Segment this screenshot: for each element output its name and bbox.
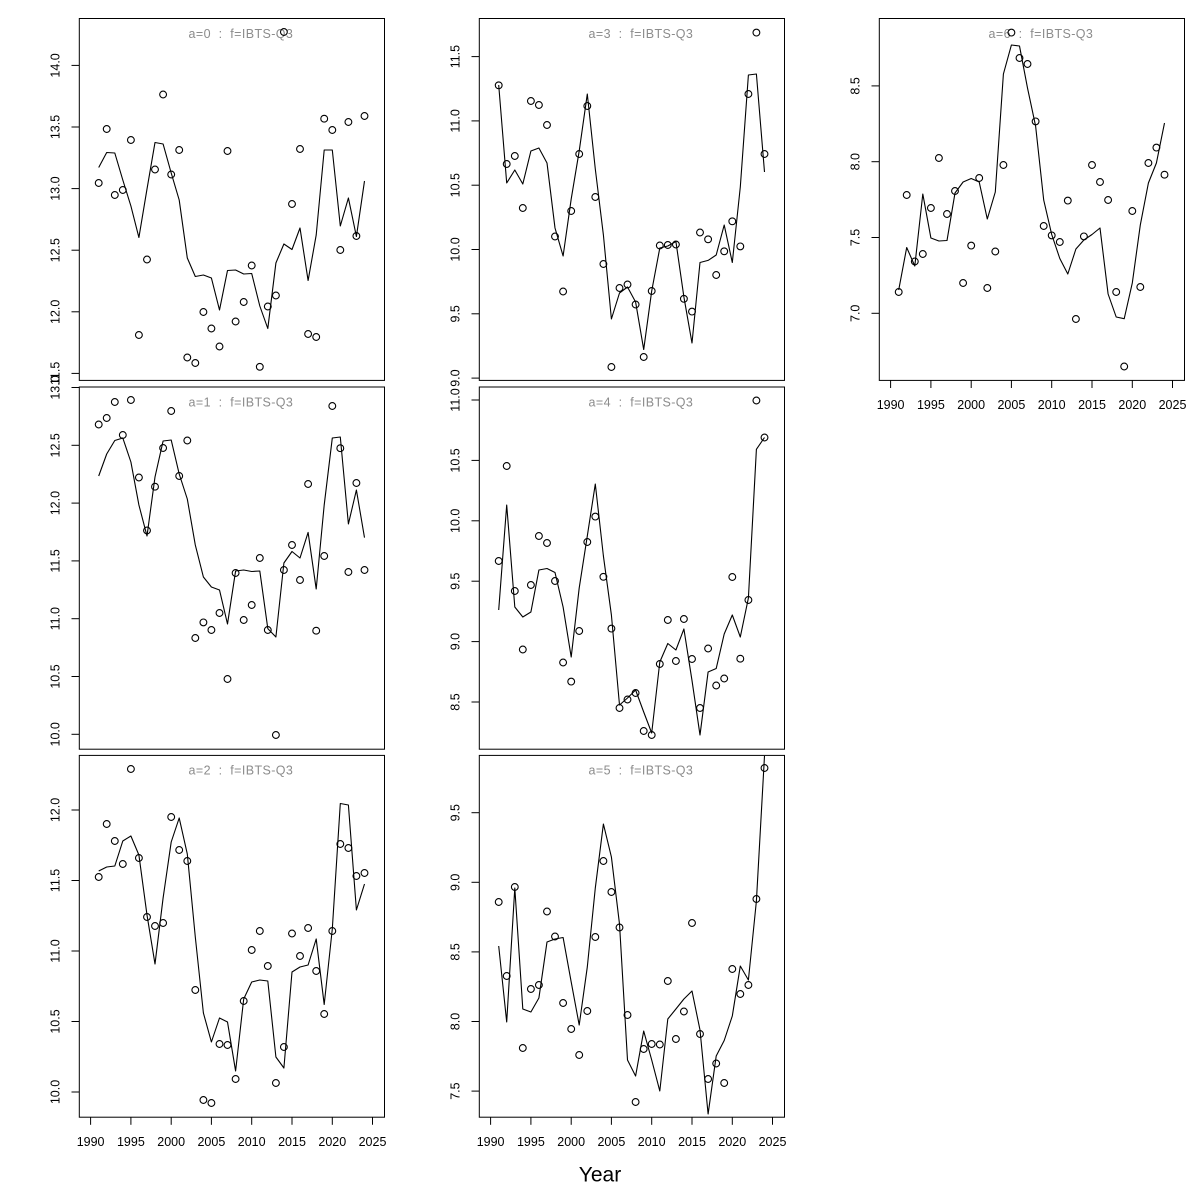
svg-text:10.5: 10.5 <box>49 1009 63 1033</box>
svg-text:10.5: 10.5 <box>449 448 463 472</box>
svg-text:8.0: 8.0 <box>449 1013 463 1030</box>
svg-text:13.0: 13.0 <box>49 176 63 200</box>
svg-text:2010: 2010 <box>238 1135 266 1149</box>
svg-text:1990: 1990 <box>477 1135 505 1149</box>
svg-text:10.0: 10.0 <box>449 237 463 261</box>
svg-text:10.5: 10.5 <box>49 664 63 688</box>
svg-text:12.0: 12.0 <box>49 491 63 515</box>
svg-text:13.0: 13.0 <box>49 375 63 399</box>
svg-text:12.0: 12.0 <box>49 300 63 324</box>
svg-text:7.5: 7.5 <box>849 229 863 246</box>
svg-text:11.5: 11.5 <box>49 549 63 572</box>
svg-text:9.0: 9.0 <box>449 369 463 386</box>
svg-text:8.5: 8.5 <box>849 77 863 94</box>
svg-text:2015: 2015 <box>278 1135 306 1149</box>
svg-text:1995: 1995 <box>117 1135 145 1149</box>
svg-text:11.0: 11.0 <box>49 607 63 630</box>
svg-text:2000: 2000 <box>157 1135 185 1149</box>
svg-text:2025: 2025 <box>1159 398 1187 412</box>
svg-text:9.5: 9.5 <box>449 572 463 589</box>
svg-text:12.5: 12.5 <box>49 238 63 262</box>
svg-text:2020: 2020 <box>318 1135 346 1149</box>
svg-text:a=2 : f=IBTS-Q3: a=2 : f=IBTS-Q3 <box>189 764 294 778</box>
svg-text:12.5: 12.5 <box>49 433 63 457</box>
svg-text:8.0: 8.0 <box>849 153 863 170</box>
svg-text:7.5: 7.5 <box>449 1082 463 1099</box>
svg-text:1990: 1990 <box>77 1135 105 1149</box>
svg-text:a=1 : f=IBTS-Q3: a=1 : f=IBTS-Q3 <box>189 395 294 409</box>
svg-text:Year: Year <box>579 1163 621 1186</box>
svg-text:2010: 2010 <box>638 1135 666 1149</box>
svg-text:7.0: 7.0 <box>849 305 863 322</box>
svg-text:a=6 : f=IBTS-Q3: a=6 : f=IBTS-Q3 <box>989 27 1094 41</box>
svg-text:2025: 2025 <box>359 1135 387 1149</box>
svg-text:2020: 2020 <box>718 1135 746 1149</box>
svg-text:11.5: 11.5 <box>49 362 63 385</box>
svg-text:2000: 2000 <box>957 398 985 412</box>
svg-text:9.0: 9.0 <box>449 633 463 650</box>
svg-text:11.5: 11.5 <box>49 869 63 892</box>
svg-text:9.5: 9.5 <box>449 305 463 322</box>
svg-text:11.0: 11.0 <box>449 109 463 132</box>
svg-text:13.5: 13.5 <box>49 115 63 139</box>
svg-text:8.5: 8.5 <box>449 693 463 710</box>
svg-text:2015: 2015 <box>1078 398 1106 412</box>
svg-text:12.0: 12.0 <box>49 798 63 822</box>
svg-text:2005: 2005 <box>197 1135 225 1149</box>
svg-text:2020: 2020 <box>1118 398 1146 412</box>
svg-text:2025: 2025 <box>759 1135 787 1149</box>
svg-text:2005: 2005 <box>997 398 1025 412</box>
svg-text:a=3 : f=IBTS-Q3: a=3 : f=IBTS-Q3 <box>589 27 694 41</box>
svg-text:a=5 : f=IBTS-Q3: a=5 : f=IBTS-Q3 <box>589 764 694 778</box>
svg-text:10.5: 10.5 <box>449 173 463 197</box>
svg-text:10.0: 10.0 <box>449 509 463 533</box>
svg-text:8.5: 8.5 <box>449 943 463 960</box>
svg-text:10.0: 10.0 <box>49 1080 63 1104</box>
svg-text:2005: 2005 <box>597 1135 625 1149</box>
svg-text:1995: 1995 <box>917 398 945 412</box>
svg-text:11.0: 11.0 <box>49 939 63 962</box>
svg-text:2015: 2015 <box>678 1135 706 1149</box>
svg-text:11.0: 11.0 <box>449 388 463 411</box>
svg-text:2010: 2010 <box>1038 398 1066 412</box>
svg-text:10.0: 10.0 <box>49 722 63 746</box>
svg-text:2000: 2000 <box>557 1135 585 1149</box>
svg-text:9.0: 9.0 <box>449 874 463 891</box>
svg-text:1990: 1990 <box>877 398 905 412</box>
svg-text:a=4 : f=IBTS-Q3: a=4 : f=IBTS-Q3 <box>589 395 694 409</box>
svg-text:a=0 : f=IBTS-Q3: a=0 : f=IBTS-Q3 <box>189 27 294 41</box>
svg-text:11.5: 11.5 <box>449 45 463 68</box>
svg-text:14.0: 14.0 <box>49 53 63 77</box>
svg-text:9.5: 9.5 <box>449 804 463 821</box>
svg-text:1995: 1995 <box>517 1135 545 1149</box>
